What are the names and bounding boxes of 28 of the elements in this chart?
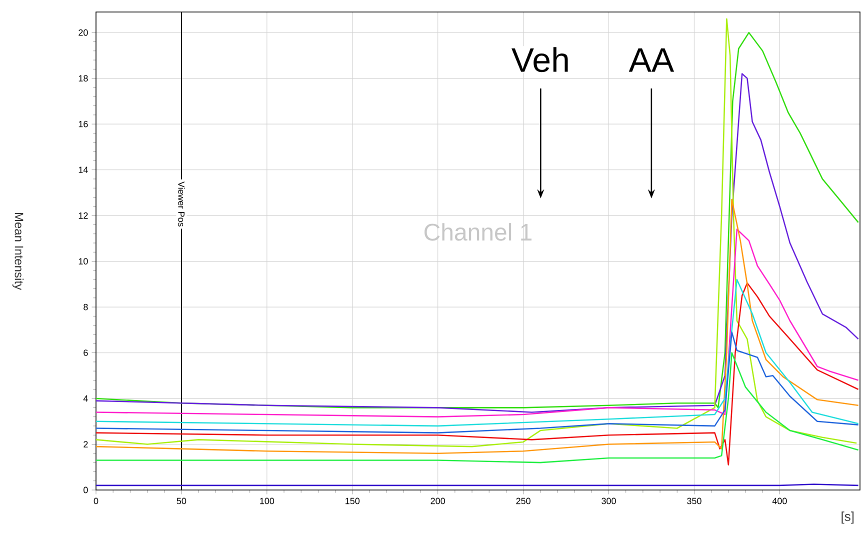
ref-line-label: Viewer Pos [178, 181, 185, 226]
y-tick-label: 12 [78, 212, 88, 219]
x-tick-label: 0 [94, 498, 98, 504]
y-tick-label: 8 [84, 304, 88, 310]
y-tick-label: 18 [78, 75, 88, 82]
x-tick-label: 150 [346, 498, 360, 504]
x-tick-label: 100 [260, 498, 274, 504]
y-tick-label: 6 [84, 350, 88, 356]
y-tick-label: 10 [78, 258, 88, 264]
line-series [96, 332, 859, 434]
x-tick-label: 250 [516, 498, 530, 504]
x-tick-label: 350 [687, 498, 702, 504]
y-tick-label: 0 [84, 486, 88, 494]
annotation: Channel 1 [424, 223, 532, 241]
x-tick-label: 400 [772, 498, 787, 504]
y-tick-label: 2 [84, 441, 88, 448]
line-series [96, 282, 859, 466]
x-tick-label: 300 [602, 498, 616, 504]
x-axis-title: [s] [842, 512, 854, 524]
y-tick-label: 4 [83, 395, 88, 402]
annotation: Veh [512, 47, 568, 72]
y-tick-label: 20 [78, 29, 88, 36]
annotation: AA [628, 48, 674, 72]
y-axis-title: Mean Intensity [12, 212, 24, 290]
y-tick-label: 16 [78, 120, 88, 128]
x-tick-label: 200 [430, 498, 445, 504]
y-tick-label: 14 [78, 166, 88, 173]
x-tick-label: 50 [176, 498, 186, 504]
